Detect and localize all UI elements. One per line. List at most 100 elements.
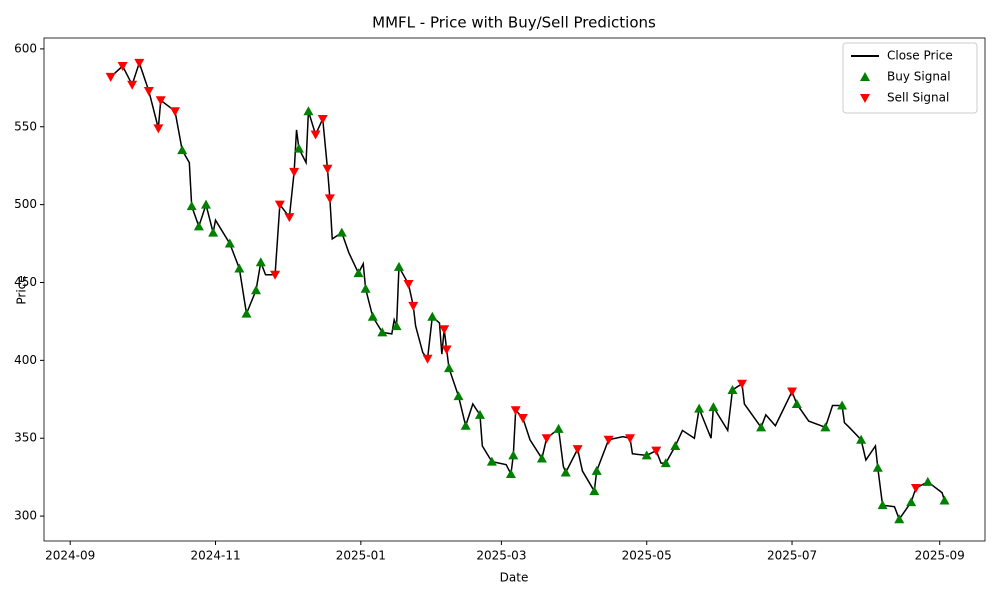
legend-marker — [860, 94, 870, 103]
signal-marker — [200, 199, 211, 209]
signal-marker — [894, 514, 905, 524]
signal-marker — [274, 200, 285, 210]
signal-marker — [439, 325, 450, 335]
signal-marker — [403, 280, 414, 290]
signal-marker — [170, 107, 181, 117]
y-tick-label: 600 — [14, 41, 37, 55]
x-tick-label: 2024-11 — [190, 549, 240, 563]
y-tick-label: 450 — [14, 275, 37, 289]
signal-marker — [541, 434, 552, 444]
legend-label: Close Price — [887, 49, 953, 63]
y-tick-label: 550 — [14, 119, 37, 133]
signal-marker — [660, 458, 671, 468]
signal-marker — [589, 486, 600, 496]
signal-marker — [391, 321, 402, 331]
y-tick-label: 500 — [14, 197, 37, 211]
signal-marker — [408, 301, 419, 311]
signal-marker — [393, 261, 404, 271]
signal-marker — [877, 500, 888, 510]
signal-marker — [603, 435, 614, 445]
legend-label: Sell Signal — [887, 91, 949, 105]
signal-marker — [670, 441, 681, 451]
legend-label: Buy Signal — [887, 70, 951, 84]
signal-marker — [505, 469, 516, 479]
y-tick-label: 350 — [14, 431, 37, 445]
price-line — [110, 60, 946, 521]
signal-marker — [922, 476, 933, 486]
signal-marker — [143, 86, 154, 96]
signal-marker — [910, 484, 921, 494]
x-tick-label: 2025-07 — [767, 549, 817, 563]
signal-marker — [517, 413, 528, 423]
signal-marker — [536, 453, 547, 463]
signal-marker — [856, 434, 867, 444]
plot-frame — [43, 37, 986, 542]
signal-marker — [820, 422, 831, 432]
signal-marker — [322, 164, 333, 174]
signal-marker — [443, 363, 454, 373]
signal-marker — [787, 387, 798, 397]
signal-marker — [270, 270, 281, 280]
x-tick-label: 2025-01 — [336, 549, 386, 563]
signal-marker — [460, 420, 471, 430]
x-tick-label: 2025-03 — [476, 549, 526, 563]
signal-marker — [939, 495, 950, 505]
y-axis-label: Price — [15, 275, 29, 304]
signal-marker — [105, 72, 116, 82]
signal-marker — [134, 58, 145, 68]
signal-marker — [791, 398, 802, 408]
signal-marker — [303, 106, 314, 116]
signal-marker — [560, 467, 571, 477]
signal-marker — [553, 423, 564, 433]
signal-marker — [117, 62, 128, 72]
signal-marker — [360, 283, 371, 293]
signal-marker — [193, 221, 204, 231]
signal-marker — [186, 201, 197, 211]
signal-marker — [255, 257, 266, 267]
legend-marker — [860, 72, 870, 81]
signal-marker — [651, 446, 662, 456]
signal-marker — [251, 285, 262, 295]
signal-marker — [208, 227, 219, 237]
signal-marker — [310, 130, 321, 140]
signal-marker — [572, 445, 583, 455]
signal-marker — [317, 114, 328, 124]
signal-marker — [293, 143, 304, 153]
signal-marker — [756, 422, 767, 432]
signal-marker — [453, 391, 464, 401]
signal-marker — [427, 311, 438, 321]
signal-marker — [906, 497, 917, 507]
signal-marker — [441, 345, 452, 355]
signal-marker — [422, 354, 433, 364]
signal-marker — [641, 450, 652, 460]
signal-marker — [377, 327, 388, 337]
signal-marker — [241, 308, 252, 318]
signal-marker — [284, 213, 295, 223]
x-tick-label: 2025-05 — [622, 549, 672, 563]
signal-marker — [591, 465, 602, 475]
signal-marker — [508, 450, 519, 460]
signal-marker — [153, 124, 164, 134]
signal-marker — [737, 379, 748, 389]
signal-marker — [324, 194, 335, 204]
y-tick-label: 400 — [14, 353, 37, 367]
signal-marker — [336, 227, 347, 237]
x-axis-label: Date — [500, 571, 529, 585]
signal-marker — [177, 145, 188, 155]
signal-marker — [837, 400, 848, 410]
chart-title: MMFL - Price with Buy/Sell Predictions — [372, 14, 656, 32]
signal-marker — [353, 268, 364, 278]
signal-marker — [708, 402, 719, 412]
x-tick-label: 2024-09 — [45, 549, 95, 563]
legend-box — [842, 42, 978, 114]
signal-marker — [224, 238, 235, 248]
signal-marker — [367, 311, 378, 321]
signal-marker — [486, 456, 497, 466]
signal-marker — [289, 167, 300, 177]
x-tick-label: 2025-09 — [915, 549, 965, 563]
signal-marker — [727, 384, 738, 394]
signal-marker — [234, 263, 245, 273]
y-tick-label: 300 — [14, 509, 37, 523]
signal-marker — [694, 403, 705, 413]
